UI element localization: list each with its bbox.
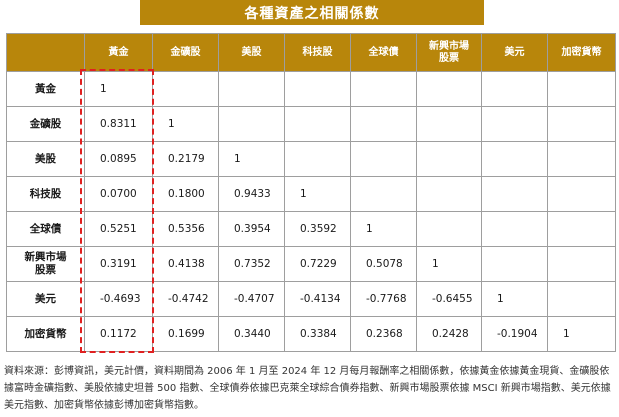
column-header: 美元 (481, 33, 548, 72)
table-cell: -0.6455 (416, 281, 482, 317)
table-cell: 0.3191 (84, 246, 153, 282)
table-cell: 0.3440 (218, 316, 285, 352)
table-cell: 0.0700 (84, 176, 153, 212)
table-cell (547, 246, 616, 282)
table-cell (547, 281, 616, 317)
table-cell (284, 141, 351, 177)
table-cell: 0.3384 (284, 316, 351, 352)
table-cell: 0.1172 (84, 316, 153, 352)
column-header: 黃金 (84, 33, 153, 72)
table-cell: 1 (152, 106, 219, 142)
column-header: 全球債 (350, 33, 417, 72)
corner-cell (6, 33, 85, 72)
table-row: 加密貨幣 0.1172 0.1699 0.3440 0.3384 0.2368 0.2428… (6, 316, 616, 352)
table-cell: -0.4742 (152, 281, 219, 317)
table-row: 新興市場 股票 0.3191 0.4138 0.7352 0.7229 0.5078 1 (6, 246, 616, 282)
table-cell: 0.2368 (350, 316, 417, 352)
table-cell: 0.5078 (350, 246, 417, 282)
table-row: 美股 0.0895 0.2179 1 (6, 141, 616, 177)
column-header: 科技股 (284, 33, 351, 72)
table-cell: 1 (84, 71, 153, 107)
table-cell (152, 71, 219, 107)
table-cell: 0.5251 (84, 211, 153, 247)
table-cell (481, 71, 548, 107)
table-cell: 0.5356 (152, 211, 219, 247)
table-cell: 1 (547, 316, 616, 352)
table-cell (547, 141, 616, 177)
table-cell: 1 (350, 211, 417, 247)
table-cell (547, 211, 616, 247)
table-row: 黃金 1 (6, 71, 616, 107)
table-cell: 1 (481, 281, 548, 317)
table-cell (481, 106, 548, 142)
table-cell: -0.4693 (84, 281, 153, 317)
row-header: 黃金 (6, 71, 85, 107)
row-header: 美股 (6, 141, 85, 177)
table-cell (416, 141, 482, 177)
table-cell: 1 (218, 141, 285, 177)
chart-title: 各種資產之相關係數 (140, 0, 484, 25)
table-cell (481, 176, 548, 212)
table-cell (481, 211, 548, 247)
row-header: 加密貨幣 (6, 316, 85, 352)
table-cell (218, 106, 285, 142)
table-cell (218, 71, 285, 107)
table-cell (481, 141, 548, 177)
table-cell (350, 141, 417, 177)
column-header: 加密貨幣 (547, 33, 616, 72)
table-cell (481, 246, 548, 282)
table-cell: 0.2179 (152, 141, 219, 177)
table-cell (350, 176, 417, 212)
table-cell: 0.7229 (284, 246, 351, 282)
table-cell (416, 71, 482, 107)
column-header: 美股 (218, 33, 285, 72)
table-cell (416, 106, 482, 142)
table-cell (416, 211, 482, 247)
table-cell (284, 71, 351, 107)
table-cell: 0.9433 (218, 176, 285, 212)
table-cell: 0.4138 (152, 246, 219, 282)
table-cell: 0.3954 (218, 211, 285, 247)
table-cell: -0.4134 (284, 281, 351, 317)
row-header: 美元 (6, 281, 85, 317)
table-row: 科技股 0.0700 0.1800 0.9433 1 (6, 176, 616, 212)
column-header: 金礦股 (152, 33, 219, 72)
table-cell: 0.0895 (84, 141, 153, 177)
table-row: 美元 -0.4693 -0.4742 -0.4707 -0.4134 -0.7768 -0.… (6, 281, 616, 317)
row-header: 全球債 (6, 211, 85, 247)
table-cell (350, 106, 417, 142)
table-cell: 0.7352 (218, 246, 285, 282)
table-cell: 1 (284, 176, 351, 212)
row-header: 新興市場 股票 (6, 246, 85, 282)
table-cell: 1 (416, 246, 482, 282)
table-cell (547, 176, 616, 212)
table-cell: -0.7768 (350, 281, 417, 317)
column-header: 新興市場 股票 (416, 33, 482, 72)
source-note: 資料來源：彭博資訊，美元計價，資料期間為 2006 年 1 月至 2024 年 … (4, 366, 611, 411)
table-cell (350, 71, 417, 107)
table-cell: 0.1699 (152, 316, 219, 352)
table-cell: 0.3592 (284, 211, 351, 247)
table-row: 全球債 0.5251 0.5356 0.3954 0.3592 1 (6, 211, 616, 247)
table-cell: 0.2428 (416, 316, 482, 352)
table-cell: 0.8311 (84, 106, 153, 142)
table-cell (547, 106, 616, 142)
table-cell (547, 71, 616, 107)
column-header-row: 黃金 金礦股 美股 科技股 全球債 新興市場 股票 美元 加密貨幣 (6, 33, 616, 72)
table-cell: 0.1800 (152, 176, 219, 212)
table-cell: -0.4707 (218, 281, 285, 317)
correlation-table: 黃金 金礦股 美股 科技股 全球債 新興市場 股票 美元 加密貨幣 黃金 1 金礦股 0.8311 1 美… (6, 33, 616, 352)
row-header: 金礦股 (6, 106, 85, 142)
table-cell: -0.1904 (481, 316, 548, 352)
table-cell (416, 176, 482, 212)
row-header: 科技股 (6, 176, 85, 212)
table-cell (284, 106, 351, 142)
table-row: 金礦股 0.8311 1 (6, 106, 616, 142)
